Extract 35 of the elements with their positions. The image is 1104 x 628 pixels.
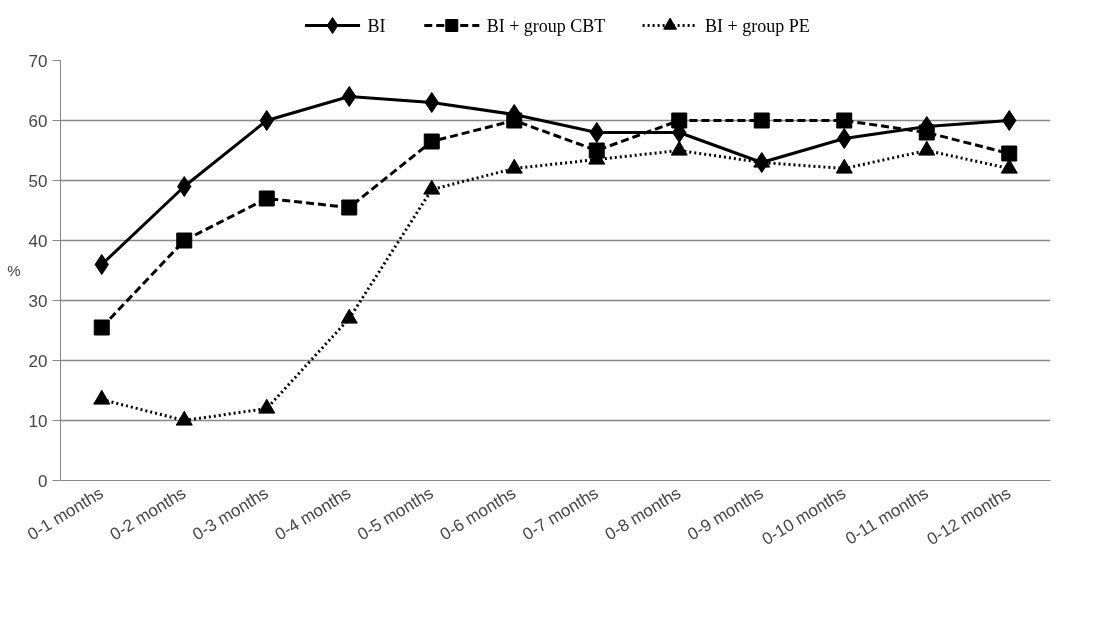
legend-label: BI bbox=[367, 15, 386, 36]
point bbox=[836, 112, 853, 129]
point bbox=[259, 110, 274, 131]
legend-label: BI + group CBT bbox=[486, 15, 606, 36]
y-tick-label: 10 bbox=[28, 411, 48, 431]
point bbox=[175, 410, 193, 426]
point bbox=[176, 232, 193, 249]
y-tick-label: 0 bbox=[38, 471, 48, 491]
point bbox=[258, 190, 275, 207]
point bbox=[753, 112, 770, 129]
legend-label: BI + group PE bbox=[705, 15, 810, 36]
y-tick-label: 40 bbox=[28, 231, 48, 251]
point bbox=[918, 124, 935, 141]
point bbox=[177, 176, 192, 197]
point bbox=[93, 319, 110, 336]
y-tick-label: 20 bbox=[28, 351, 48, 371]
point bbox=[424, 92, 439, 113]
point bbox=[671, 112, 688, 129]
point bbox=[258, 398, 276, 414]
point bbox=[93, 389, 111, 405]
point bbox=[837, 128, 852, 149]
y-axis-title: % bbox=[7, 262, 21, 279]
y-tick-label: 70 bbox=[28, 51, 48, 71]
point bbox=[342, 86, 357, 107]
point bbox=[589, 122, 604, 143]
y-tick-label: 50 bbox=[28, 171, 48, 191]
point bbox=[506, 112, 523, 129]
point bbox=[94, 254, 109, 275]
y-tick-label: 60 bbox=[28, 111, 48, 131]
point bbox=[1002, 110, 1017, 131]
point bbox=[1001, 145, 1018, 162]
point bbox=[341, 199, 358, 216]
y-tick-label: 30 bbox=[28, 291, 48, 311]
point bbox=[423, 133, 440, 150]
point bbox=[340, 308, 358, 324]
